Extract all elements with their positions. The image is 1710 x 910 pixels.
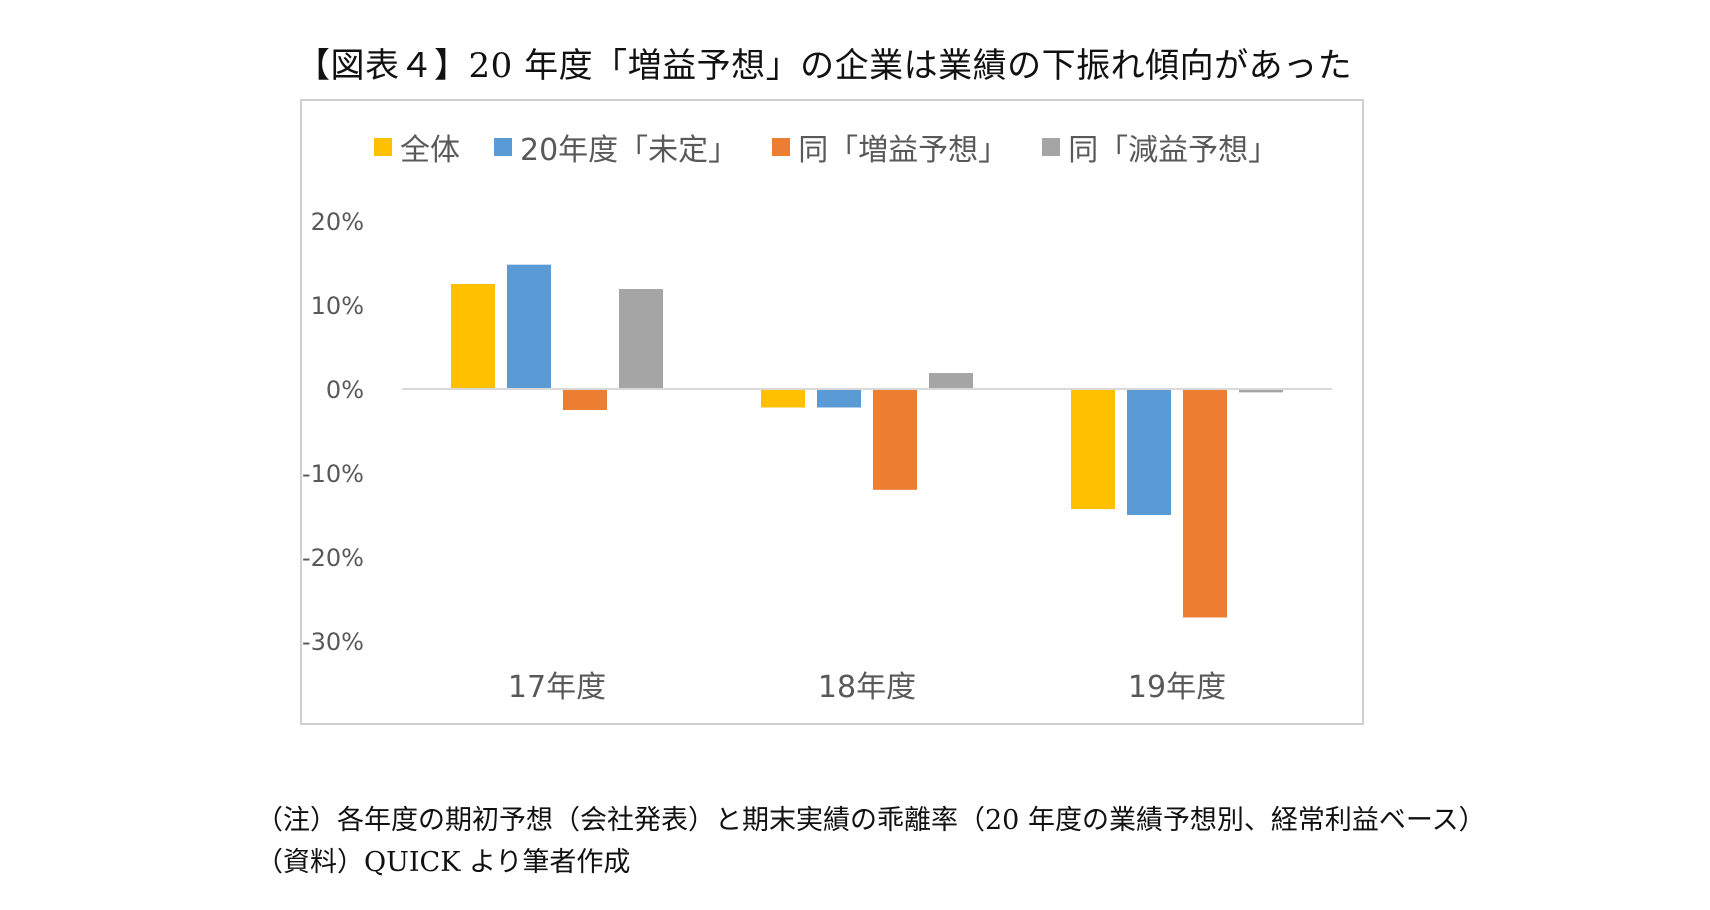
y-tick-label: 0% (326, 376, 364, 404)
x-tick-label: 17年度 (508, 670, 606, 705)
legend-item-increase: 同「増益予想」 (772, 125, 1008, 169)
chart-legend: 全体 20年度「未定」 同「増益予想」 同「減益予想」 (374, 125, 1278, 169)
legend-item-all: 全体 (374, 125, 460, 169)
legend-swatch-decrease (1042, 138, 1061, 156)
figure-title: 【図表４】20 年度「増益予想」の企業は業績の下振れ傾向があった (296, 46, 1353, 86)
bar (761, 389, 805, 408)
y-tick-label: 20% (311, 208, 364, 236)
legend-item-decrease: 同「減益予想」 (1042, 125, 1278, 169)
note-text: （注）各年度の期初予想（会社発表）と期末実績の乖離率（20 年度の業績予想別、経… (256, 805, 1486, 836)
legend-label-decrease: 同「減益予想」 (1068, 133, 1279, 168)
chart-frame: 全体 20年度「未定」 同「増益予想」 同「減益予想」 20% 10% 0% -10%… (300, 99, 1364, 725)
legend-item-undecided: 20年度「未定」 (494, 125, 738, 169)
bar (817, 389, 861, 408)
bar (451, 284, 495, 389)
x-tick-label: 19年度 (1128, 670, 1226, 705)
legend-label-all: 全体 (400, 133, 460, 168)
bar (1183, 389, 1227, 618)
figure-notes: （注）各年度の期初予想（会社発表）と期末実績の乖離率（20 年度の業績予想別、経… (256, 800, 1486, 884)
y-tick-label: -30% (302, 628, 364, 656)
bar (929, 373, 973, 389)
legend-swatch-undecided (494, 138, 512, 156)
bar (507, 264, 551, 389)
x-tick-label: 18年度 (818, 670, 916, 705)
source-text: （資料）QUICK より筆者作成 (256, 847, 631, 878)
bar-chart-plot: 20% 10% 0% -10% -20% -30% 17年度 18年度 19年度 (302, 208, 1332, 705)
bar (1239, 389, 1283, 393)
bar (1127, 389, 1171, 515)
y-tick-label: -10% (302, 460, 364, 488)
legend-swatch-all (374, 138, 392, 156)
bar (873, 389, 917, 490)
bar (563, 389, 607, 410)
legend-label-undecided: 20年度「未定」 (520, 133, 739, 168)
y-tick-label: 10% (311, 292, 364, 320)
y-tick-label: -20% (302, 544, 364, 572)
bar (1071, 389, 1115, 510)
legend-swatch-increase (772, 138, 791, 156)
bar (619, 289, 663, 389)
legend-label-increase: 同「増益予想」 (798, 133, 1009, 168)
